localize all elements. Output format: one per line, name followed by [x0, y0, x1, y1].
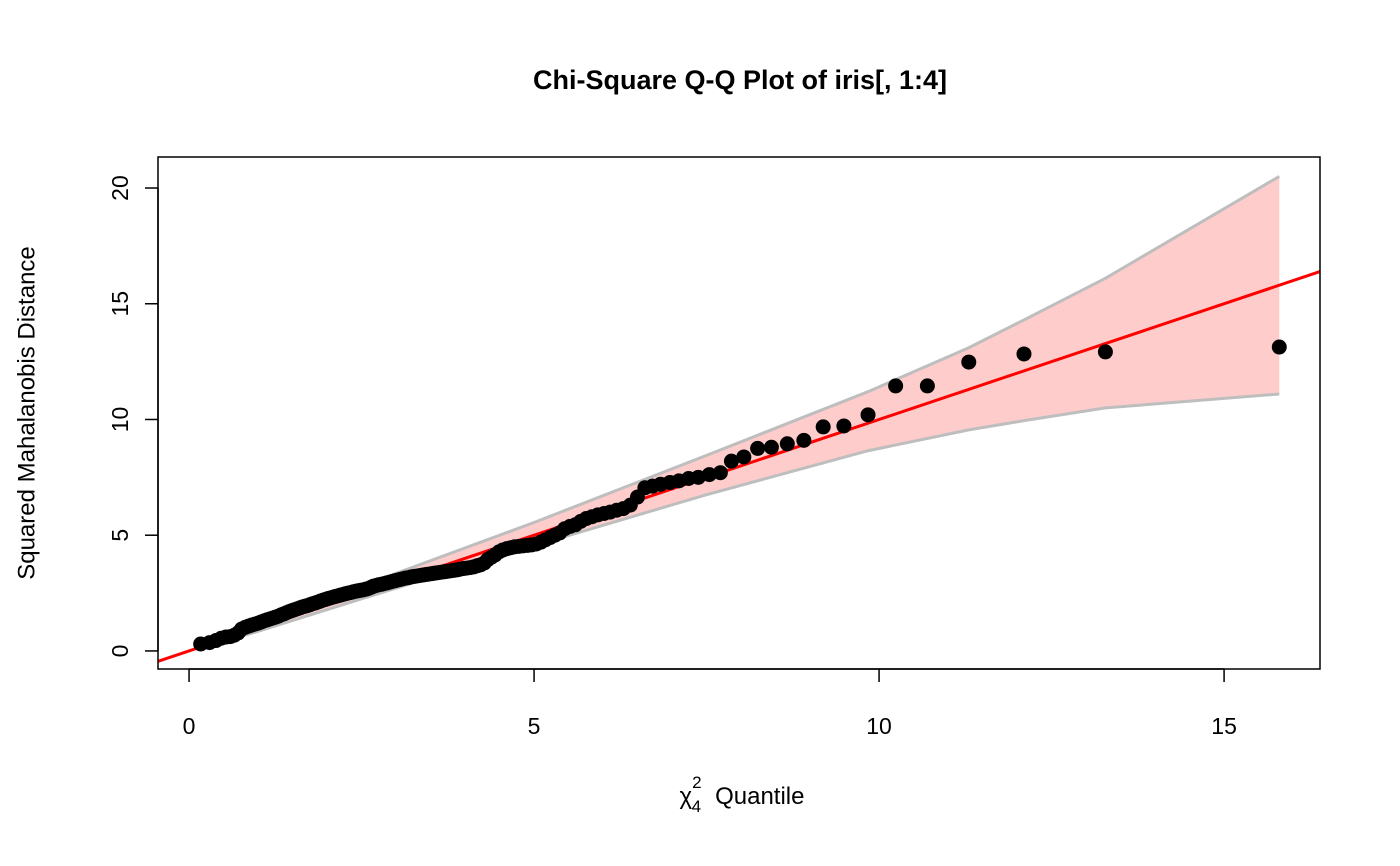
data-point	[736, 449, 752, 465]
chart-title: Chi-Square Q-Q Plot of iris[, 1:4]	[533, 65, 947, 95]
x-axis-subscript: 4	[692, 797, 701, 816]
x-axis-superscript: 2	[692, 773, 701, 792]
confidence-band	[200, 176, 1280, 649]
data-point	[919, 378, 935, 394]
data-point	[1097, 344, 1113, 360]
data-point	[1271, 339, 1287, 355]
y-tick-label: 5	[107, 529, 133, 542]
data-point	[860, 407, 876, 423]
band-lower	[200, 392, 1280, 651]
data-point	[750, 440, 766, 456]
data-point	[712, 465, 728, 481]
x-axis-symbol: χ	[680, 783, 693, 810]
plot-layer	[158, 175, 1320, 663]
data-point	[701, 467, 717, 483]
data-point	[779, 436, 795, 452]
y-axis-title: Squared Mahalanobis Distance	[13, 246, 40, 580]
x-axis-title: χ2 4 Quantile	[680, 773, 805, 816]
x-tick-label: 5	[528, 713, 541, 739]
data-point	[888, 378, 904, 394]
y-tick-label: 15	[107, 291, 133, 317]
y-tick-label: 10	[107, 407, 133, 433]
x-tick-label: 0	[183, 713, 196, 739]
band-upper	[200, 175, 1281, 647]
x-axis-text: Quantile	[715, 783, 804, 810]
data-point	[815, 419, 831, 435]
data-point	[796, 432, 812, 448]
data-point	[1016, 346, 1032, 362]
data-point	[723, 453, 739, 469]
plot-area	[158, 175, 1320, 663]
data-point	[763, 439, 779, 455]
data-point	[961, 354, 977, 370]
x-tick-label: 10	[866, 713, 892, 739]
x-tick-label: 15	[1211, 713, 1237, 739]
data-point	[836, 418, 852, 434]
y-tick-label: 20	[107, 175, 133, 201]
y-tick-label: 0	[107, 645, 133, 658]
